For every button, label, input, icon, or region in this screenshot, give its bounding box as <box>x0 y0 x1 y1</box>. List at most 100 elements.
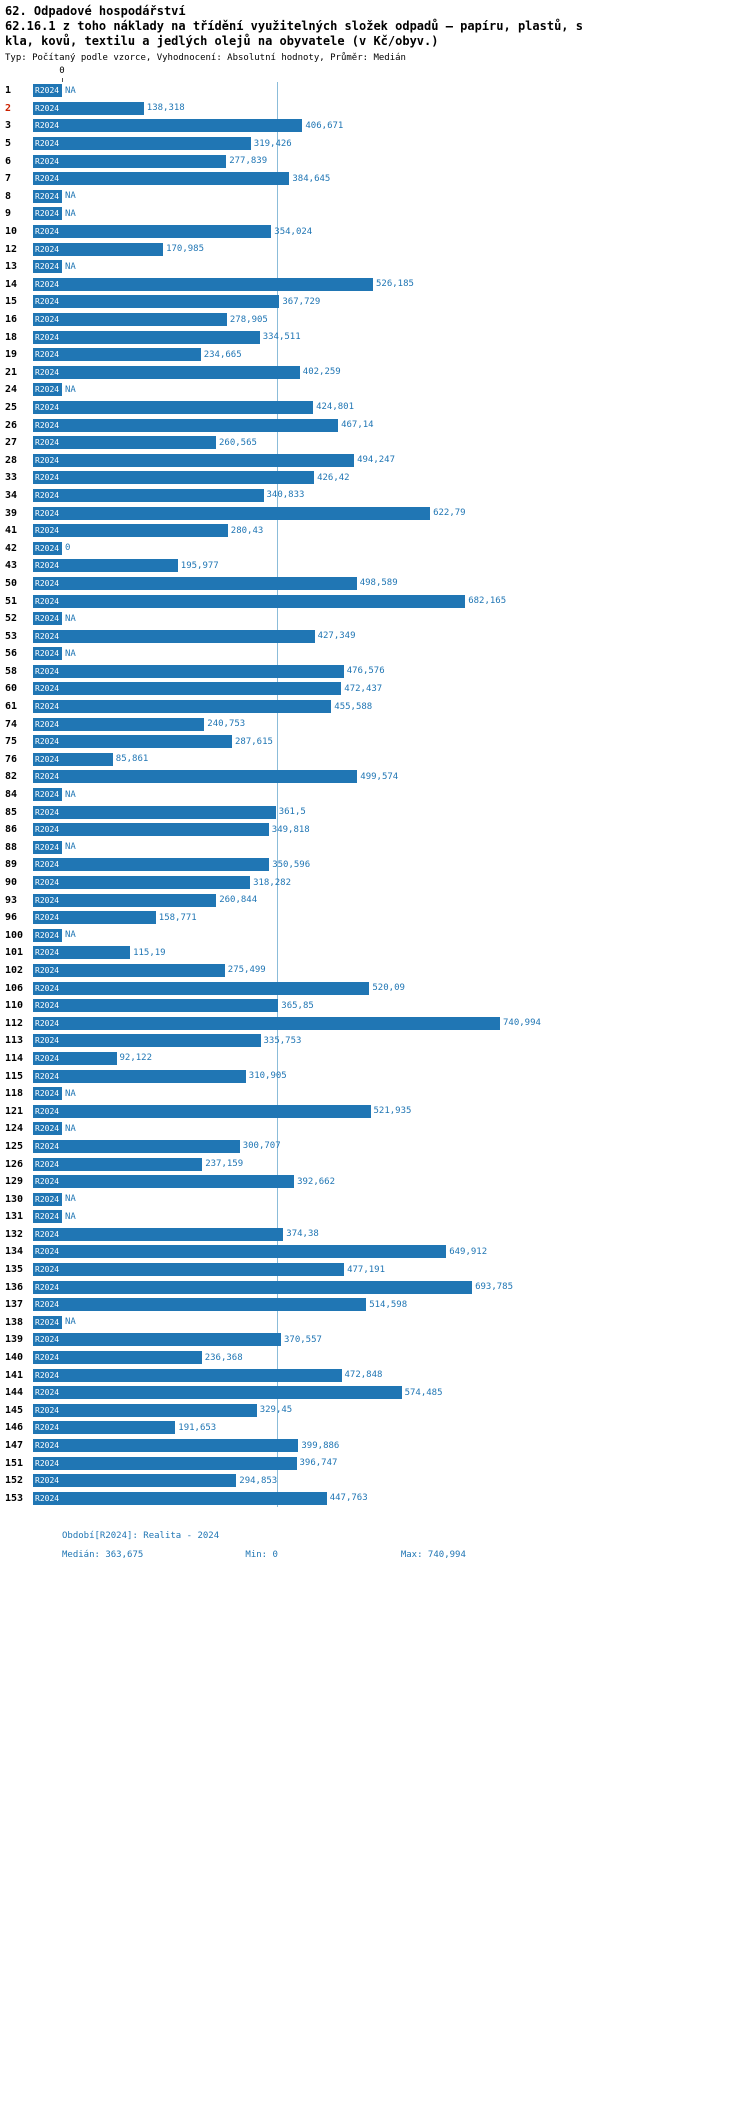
bar[interactable]: R2024 <box>33 1298 367 1312</box>
bar[interactable]: R2024 <box>33 770 358 784</box>
bar[interactable]: R2024 <box>33 840 62 854</box>
row-number: 147 <box>5 1440 24 1452</box>
bar[interactable]: R2024 <box>33 805 276 819</box>
bar[interactable]: R2024 <box>33 172 290 186</box>
bar[interactable]: R2024 <box>33 752 113 766</box>
bar[interactable]: R2024 <box>33 1245 447 1259</box>
bar[interactable]: R2024 <box>33 1386 402 1400</box>
bar[interactable]: R2024 <box>33 1351 202 1365</box>
bar[interactable]: R2024 <box>33 488 264 502</box>
bar[interactable]: R2024 <box>33 1210 62 1224</box>
bar[interactable]: R2024 <box>33 1051 117 1065</box>
bar[interactable]: R2024 <box>33 999 279 1013</box>
chart-row: 90 R2024 318,282 <box>0 874 750 892</box>
bar[interactable]: R2024 <box>33 1421 176 1435</box>
bar[interactable]: R2024 <box>33 453 355 467</box>
bar[interactable]: R2024 <box>33 137 251 151</box>
bar[interactable]: R2024 <box>33 207 62 221</box>
bar[interactable]: R2024 <box>33 928 62 942</box>
bar[interactable]: R2024 <box>33 365 300 379</box>
bar[interactable]: R2024 <box>33 664 344 678</box>
bar[interactable]: R2024 <box>33 400 314 414</box>
bar[interactable]: R2024 <box>33 330 260 344</box>
bar[interactable]: R2024 <box>33 700 332 714</box>
bar[interactable]: R2024 <box>33 1315 62 1329</box>
bar[interactable]: R2024 <box>33 101 144 115</box>
bar[interactable]: R2024 <box>33 647 62 661</box>
bar[interactable]: R2024 <box>33 1087 62 1101</box>
bar[interactable]: R2024 <box>33 1280 473 1294</box>
bar[interactable]: R2024 <box>33 559 178 573</box>
bar[interactable]: R2024 <box>33 823 269 837</box>
bar[interactable]: R2024 <box>33 876 251 890</box>
bar[interactable]: R2024 <box>33 1456 297 1470</box>
bar[interactable]: R2024 <box>33 471 315 485</box>
chart-row: 114 R2024 92,122 <box>0 1050 750 1068</box>
bar-value-label: 447,763 <box>329 1493 368 1504</box>
bar[interactable]: R2024 <box>33 84 62 98</box>
bar[interactable]: R2024 <box>33 1263 345 1277</box>
bar[interactable]: R2024 <box>33 277 373 291</box>
bar[interactable]: R2024 <box>33 735 232 749</box>
bar[interactable]: R2024 <box>33 225 272 239</box>
bar[interactable]: R2024 <box>33 1227 284 1241</box>
bar[interactable]: R2024 <box>33 858 270 872</box>
bar[interactable]: R2024 <box>33 1104 371 1118</box>
bar[interactable]: R2024 <box>33 1016 500 1030</box>
series-label: R2024 <box>35 1212 60 1222</box>
series-label: R2024 <box>35 807 60 817</box>
bar[interactable]: R2024 <box>33 1157 203 1171</box>
bar[interactable]: R2024 <box>33 348 201 362</box>
bar[interactable]: R2024 <box>33 1403 257 1417</box>
row-number: 96 <box>5 912 18 924</box>
row-number: 93 <box>5 894 18 906</box>
series-label: R2024 <box>35 1018 60 1028</box>
bar[interactable]: R2024 <box>33 893 217 907</box>
bar[interactable]: R2024 <box>33 1122 62 1136</box>
bar[interactable]: R2024 <box>33 1439 299 1453</box>
bar[interactable]: R2024 <box>33 242 164 256</box>
bar[interactable]: R2024 <box>33 313 227 327</box>
bar[interactable]: R2024 <box>33 383 62 397</box>
row-number: 1 <box>5 85 12 97</box>
bar[interactable]: R2024 <box>33 963 225 977</box>
bar[interactable]: R2024 <box>33 594 466 608</box>
bar[interactable]: R2024 <box>33 119 303 133</box>
bar[interactable]: R2024 <box>33 1368 342 1382</box>
bar[interactable]: R2024 <box>33 788 62 802</box>
bar[interactable]: R2024 <box>33 541 62 555</box>
bar-area: R2024 260,565 <box>33 436 750 450</box>
bar[interactable]: R2024 <box>33 1069 246 1083</box>
bar[interactable]: R2024 <box>33 1175 295 1189</box>
bar[interactable]: R2024 <box>33 629 315 643</box>
row-number: 52 <box>5 613 18 625</box>
bar[interactable]: R2024 <box>33 576 357 590</box>
bar[interactable]: R2024 <box>33 1474 237 1488</box>
bar[interactable]: R2024 <box>33 189 62 203</box>
series-label: R2024 <box>35 1141 60 1151</box>
bar[interactable]: R2024 <box>33 418 339 432</box>
bar[interactable]: R2024 <box>33 1139 240 1153</box>
series-label: R2024 <box>35 508 60 518</box>
bar[interactable]: R2024 <box>33 1034 261 1048</box>
bar[interactable]: R2024 <box>33 1333 281 1347</box>
bar[interactable]: R2024 <box>33 524 228 538</box>
row-number: 84 <box>5 789 18 801</box>
bar[interactable]: R2024 <box>33 154 227 168</box>
bar[interactable]: R2024 <box>33 295 280 309</box>
bar-area: R2024 85,861 <box>33 752 750 766</box>
bar[interactable]: R2024 <box>33 682 342 696</box>
bar[interactable]: R2024 <box>33 981 370 995</box>
bar[interactable]: R2024 <box>33 436 216 450</box>
bar[interactable]: R2024 <box>33 717 205 731</box>
bar[interactable]: R2024 <box>33 946 131 960</box>
bar[interactable]: R2024 <box>33 612 62 626</box>
bar[interactable]: R2024 <box>33 911 156 925</box>
bar-area: R2024 237,159 <box>33 1157 750 1171</box>
bar[interactable]: R2024 <box>33 260 62 274</box>
chart-row: 61 R2024 455,588 <box>0 698 750 716</box>
series-label: R2024 <box>35 543 60 553</box>
bar[interactable]: R2024 <box>33 506 431 520</box>
bar[interactable]: R2024 <box>33 1491 327 1505</box>
bar[interactable]: R2024 <box>33 1192 62 1206</box>
